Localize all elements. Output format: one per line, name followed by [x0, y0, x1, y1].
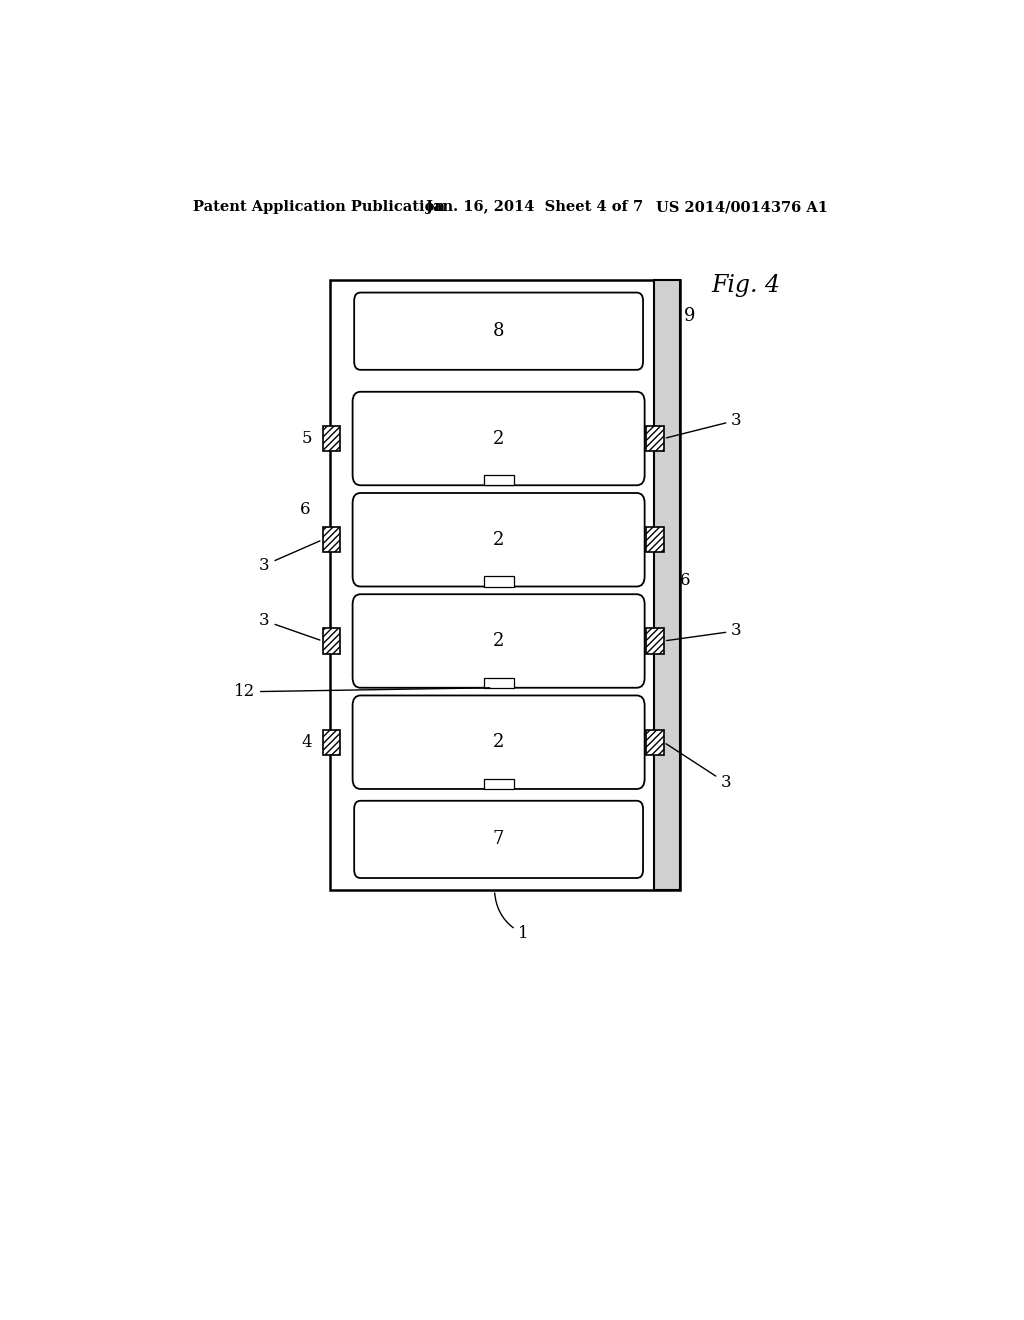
Bar — [483, 779, 514, 789]
Text: 7: 7 — [493, 830, 504, 849]
Text: Patent Application Publication: Patent Application Publication — [194, 201, 445, 214]
Text: 3: 3 — [667, 412, 741, 438]
Text: 12: 12 — [233, 684, 489, 701]
Bar — [323, 730, 340, 755]
Bar — [323, 426, 340, 451]
Text: 3: 3 — [259, 612, 319, 640]
Bar — [654, 280, 680, 890]
FancyBboxPatch shape — [352, 594, 645, 688]
Bar — [483, 677, 514, 688]
Text: 5: 5 — [302, 430, 312, 447]
Bar — [646, 426, 664, 451]
Text: 2: 2 — [493, 632, 504, 649]
Bar — [483, 475, 514, 486]
FancyBboxPatch shape — [352, 392, 645, 486]
Text: Fig. 4: Fig. 4 — [712, 275, 780, 297]
Text: 2: 2 — [493, 733, 504, 751]
FancyBboxPatch shape — [354, 293, 643, 370]
Bar — [646, 730, 664, 755]
Bar — [646, 628, 664, 653]
Text: 2: 2 — [493, 531, 504, 549]
Text: 6: 6 — [300, 500, 310, 517]
Bar — [331, 280, 680, 890]
Text: 9: 9 — [684, 308, 695, 325]
Text: 3: 3 — [259, 541, 319, 574]
Text: 8: 8 — [493, 322, 505, 341]
FancyBboxPatch shape — [354, 801, 643, 878]
Text: US 2014/0014376 A1: US 2014/0014376 A1 — [655, 201, 827, 214]
Bar — [323, 628, 340, 653]
FancyBboxPatch shape — [352, 492, 645, 586]
Text: 3: 3 — [667, 622, 741, 640]
Text: 6: 6 — [680, 572, 690, 589]
Text: Jan. 16, 2014  Sheet 4 of 7: Jan. 16, 2014 Sheet 4 of 7 — [426, 201, 643, 214]
Bar — [646, 527, 664, 553]
Bar — [323, 527, 340, 553]
Text: 1: 1 — [495, 892, 529, 942]
Text: 4: 4 — [301, 734, 312, 751]
Text: 2: 2 — [493, 429, 504, 447]
FancyBboxPatch shape — [352, 696, 645, 789]
Bar — [483, 577, 514, 586]
Text: 3: 3 — [666, 743, 731, 792]
